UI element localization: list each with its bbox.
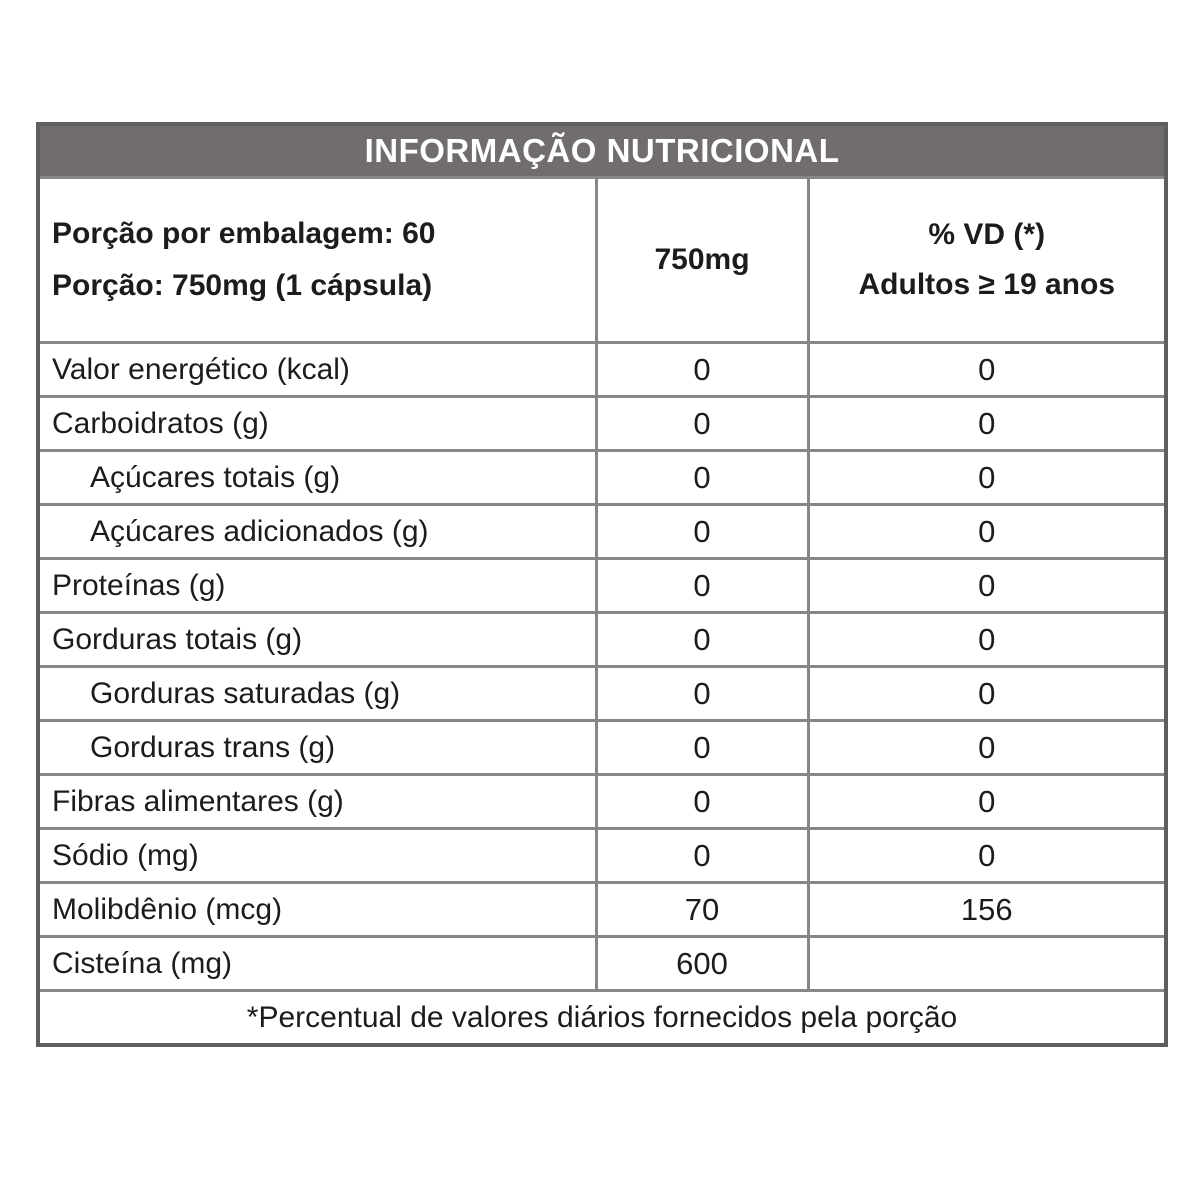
row-dv: 0 (806, 773, 1168, 830)
table-row: Açúcares adicionados (g) 0 0 (36, 503, 1168, 560)
row-label: Açúcares totais (g) (36, 449, 598, 506)
table-row: Cisteína (mg) 600 (36, 935, 1168, 992)
row-dv: 0 (806, 665, 1168, 722)
row-label: Molibdênio (mcg) (36, 881, 598, 938)
serving-info-cell: Porção por embalagem: 60 Porção: 750mg (… (36, 176, 598, 344)
row-dv: 0 (806, 827, 1168, 884)
row-amount: 0 (594, 827, 810, 884)
row-amount: 0 (594, 665, 810, 722)
row-amount: 0 (594, 341, 810, 398)
footnote-row: *Percentual de valores diários fornecido… (36, 989, 1168, 1047)
row-dv: 0 (806, 341, 1168, 398)
row-amount: 0 (594, 773, 810, 830)
row-label: Valor energético (kcal) (36, 341, 598, 398)
table-row: Proteínas (g) 0 0 (36, 557, 1168, 614)
row-label: Gorduras totais (g) (36, 611, 598, 668)
dv-column-header: % VD (*) Adultos ≥ 19 anos (806, 176, 1168, 344)
amount-column-header: 750mg (594, 176, 810, 344)
row-label: Carboidratos (g) (36, 395, 598, 452)
row-dv: 0 (806, 719, 1168, 776)
table-row: Carboidratos (g) 0 0 (36, 395, 1168, 452)
footnote: *Percentual de valores diários fornecido… (36, 989, 1168, 1047)
table-row: Sódio (mg) 0 0 (36, 827, 1168, 884)
row-amount: 600 (594, 935, 810, 992)
row-label: Cisteína (mg) (36, 935, 598, 992)
table-row: Molibdênio (mcg) 70 156 (36, 881, 1168, 938)
row-amount: 70 (594, 881, 810, 938)
row-amount: 0 (594, 449, 810, 506)
row-label: Gorduras trans (g) (36, 719, 598, 776)
row-label: Açúcares adicionados (g) (36, 503, 598, 560)
row-amount: 0 (594, 395, 810, 452)
dv-column-header-line2: Adultos ≥ 19 anos (858, 268, 1116, 301)
nutrition-rows: Valor energético (kcal) 0 0 Carboidratos… (36, 341, 1168, 992)
row-amount: 0 (594, 719, 810, 776)
row-label: Gorduras saturadas (g) (36, 665, 598, 722)
table-header-row: Porção por embalagem: 60 Porção: 750mg (… (36, 176, 1168, 344)
row-dv: 156 (806, 881, 1168, 938)
table-title: INFORMAÇÃO NUTRICIONAL (36, 122, 1168, 179)
row-dv: 0 (806, 395, 1168, 452)
table-row: Gorduras totais (g) 0 0 (36, 611, 1168, 668)
servings-per-package: Porção por embalagem: 60 (52, 217, 436, 250)
nutrition-facts-table: INFORMAÇÃO NUTRICIONAL Porção por embala… (36, 122, 1169, 1047)
table-row: Valor energético (kcal) 0 0 (36, 341, 1168, 398)
row-label: Sódio (mg) (36, 827, 598, 884)
row-dv: 0 (806, 611, 1168, 668)
row-dv: 0 (806, 449, 1168, 506)
table-row: Gorduras saturadas (g) 0 0 (36, 665, 1168, 722)
row-dv: 0 (806, 503, 1168, 560)
table-row: Açúcares totais (g) 0 0 (36, 449, 1168, 506)
row-label: Proteínas (g) (36, 557, 598, 614)
row-amount: 0 (594, 611, 810, 668)
table-title-row: INFORMAÇÃO NUTRICIONAL (36, 122, 1168, 179)
table-row: Gorduras trans (g) 0 0 (36, 719, 1168, 776)
row-amount: 0 (594, 557, 810, 614)
row-label: Fibras alimentares (g) (36, 773, 598, 830)
serving-size: Porção: 750mg (1 cápsula) (52, 269, 433, 302)
row-dv: 0 (806, 557, 1168, 614)
row-dv (806, 935, 1168, 992)
dv-column-header-line1: % VD (*) (928, 218, 1046, 251)
row-amount: 0 (594, 503, 810, 560)
table-row: Fibras alimentares (g) 0 0 (36, 773, 1168, 830)
